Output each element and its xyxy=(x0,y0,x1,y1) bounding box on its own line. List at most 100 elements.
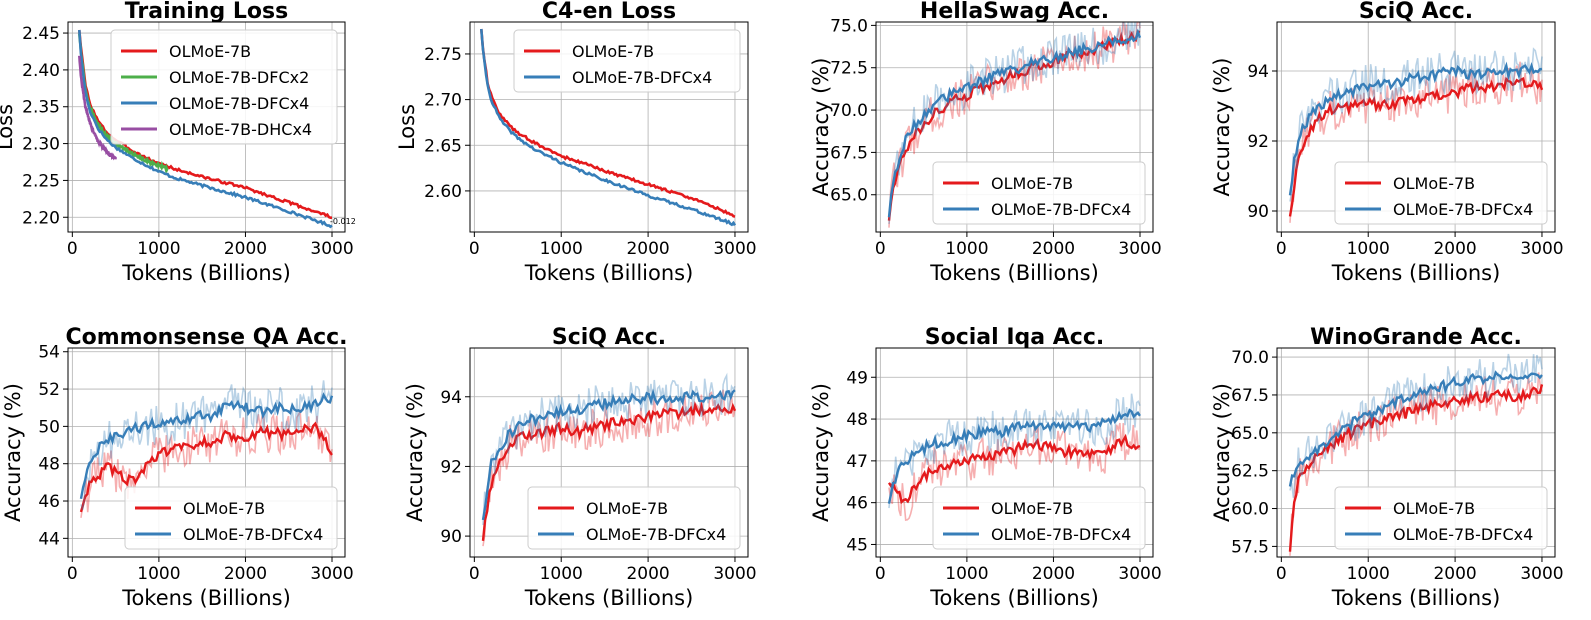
y-axis-label: Accuracy (%) xyxy=(809,58,833,197)
x-tick-label: 3000 xyxy=(310,564,353,584)
x-tick-label: 1000 xyxy=(945,564,988,584)
chart-panel-6: 0 1000 2000 3000 90 92 94 SciQ Acc. Tokens (Bill… xyxy=(403,325,757,610)
y-tick-label: 48 xyxy=(38,455,60,475)
x-tick-label: 0 xyxy=(1276,239,1287,259)
x-tick-label: 1000 xyxy=(945,239,988,259)
series-raw-olmoe-7b-dfcx4 xyxy=(1289,47,1543,202)
legend-box xyxy=(527,486,741,550)
y-tick-label: 57.5 xyxy=(1231,537,1269,557)
plot-frame xyxy=(875,21,1154,233)
x-axis-label: Tokens (Billions) xyxy=(1331,586,1501,610)
x-tick-label: 2000 xyxy=(224,239,267,259)
plot-frame xyxy=(469,347,749,558)
series-line-olmoe-7b-dfcx4 xyxy=(1288,370,1543,487)
x-tick-label: 2000 xyxy=(224,564,267,584)
y-tick-label: 2.60 xyxy=(424,182,462,202)
series-raw-olmoe-7b-dfcx4 xyxy=(80,380,333,510)
legend-label: OLMoE-7B-DFCx4 xyxy=(991,525,1131,544)
y-tick-label: 67.5 xyxy=(830,143,868,163)
legend: OLMoE-7B OLMoE-7B-DFCx4 xyxy=(513,29,741,93)
chart-panel-3: 0 1000 2000 3000 65.0 67.5 70.0 72.5 75.0 HellaSw… xyxy=(809,0,1162,285)
legend-label: OLMoE-7B-DFCx4 xyxy=(1393,525,1533,544)
x-tick-label: 3000 xyxy=(713,564,756,584)
y-tick-label: 2.70 xyxy=(424,91,462,111)
chart-title: Social Iqa Acc. xyxy=(925,325,1105,350)
series-line-olmoe-7b-dfcx4 xyxy=(480,28,737,227)
y-tick-label: 62.5 xyxy=(1231,462,1269,482)
y-tick-label: 65.0 xyxy=(830,186,868,206)
legend-label: OLMoE-7B-DHCx4 xyxy=(169,120,312,139)
series-line-olmoe-7b-dfcx4 xyxy=(887,28,1142,218)
series-raw-olmoe-7b xyxy=(482,389,736,547)
x-tick-label: 2000 xyxy=(1433,564,1476,584)
legend-label: OLMoE-7B xyxy=(586,499,668,518)
x-tick-label: 0 xyxy=(469,239,480,259)
y-tick-label: 67.5 xyxy=(1231,386,1269,406)
series-raw-olmoe-7b-dfcx4 xyxy=(482,372,736,526)
x-axis-label: Tokens (Billions) xyxy=(121,261,291,285)
y-tick-label: 90 xyxy=(1247,202,1269,222)
y-axis-label: Accuracy (%) xyxy=(1210,383,1234,522)
x-tick-label: 1000 xyxy=(540,239,583,259)
y-tick-label: 2.25 xyxy=(22,171,60,191)
series-raw-olmoe-7b xyxy=(888,22,1141,228)
chart-panel-2: 0 1000 2000 3000 2.60 2.65 2.70 2.75 C4-en Loss T… xyxy=(395,0,757,285)
plot-frame xyxy=(67,347,346,558)
legend-label: OLMoE-7B-DFCx4 xyxy=(183,525,323,544)
legend-box xyxy=(513,29,741,93)
plot-frame xyxy=(469,21,749,233)
legend-box xyxy=(1334,486,1548,550)
series-raw-olmoe-7b xyxy=(80,408,333,518)
x-axis-label: Tokens (Billions) xyxy=(524,261,694,285)
x-tick-label: 3000 xyxy=(1520,239,1563,259)
series-line-olmoe-7b xyxy=(1288,384,1544,552)
y-tick-label: 46 xyxy=(38,492,60,512)
x-tick-label: 0 xyxy=(67,239,78,259)
x-tick-label: 1000 xyxy=(540,564,583,584)
chart-title: Commonsense QA Acc. xyxy=(65,325,347,350)
x-tick-label: 3000 xyxy=(310,239,353,259)
x-tick-label: 3000 xyxy=(713,239,756,259)
y-tick-label: 65.0 xyxy=(1231,424,1269,444)
legend: OLMoE-7B OLMoE-7B-DFCx4 xyxy=(527,486,741,550)
x-tick-label: 0 xyxy=(875,239,886,259)
legend-label: OLMoE-7B-DFCx4 xyxy=(1393,200,1533,219)
y-tick-label: 94 xyxy=(440,388,462,408)
legend-box xyxy=(124,486,338,550)
y-tick-label: 2.45 xyxy=(22,24,60,44)
y-tick-label: 48 xyxy=(846,410,868,430)
y-axis-label: Accuracy (%) xyxy=(1,383,25,522)
x-tick-label: 0 xyxy=(1276,564,1287,584)
chart-panel-8: 0 1000 2000 3000 57.5 60.0 62.5 65.0 67.5 70.0 Win… xyxy=(1210,325,1564,610)
series-line-olmoe-7b xyxy=(79,421,333,513)
series-line-olmoe-7b-dfcx2 xyxy=(78,33,169,174)
y-tick-label: 70.0 xyxy=(1231,348,1269,368)
chart-panel-4: 0 1000 2000 3000 90 92 94 SciQ Acc. Tokens (Bill… xyxy=(1210,0,1564,285)
series-line-olmoe-7b xyxy=(887,433,1141,505)
x-tick-label: 3000 xyxy=(1118,564,1161,584)
series-line-olmoe-7b-dfcx4 xyxy=(481,388,736,521)
legend-label: OLMoE-7B xyxy=(183,499,265,518)
x-tick-label: 0 xyxy=(875,564,886,584)
plot-frame xyxy=(1276,21,1556,233)
x-tick-label: 2000 xyxy=(626,239,669,259)
y-tick-label: 90 xyxy=(440,527,462,547)
x-tick-label: 1000 xyxy=(1347,239,1390,259)
plot-frame xyxy=(67,21,346,233)
legend-label: OLMoE-7B xyxy=(1393,499,1475,518)
y-tick-label: 92 xyxy=(440,457,462,477)
legend: OLMoE-7B OLMoE-7B-DFCx4 xyxy=(124,486,338,550)
chart-panel-1: 0 1000 2000 3000 2.20 2.25 2.30 2.35 2.40 2.45 Tra… xyxy=(0,0,356,285)
y-tick-label: 70.0 xyxy=(830,101,868,121)
y-tick-label: 44 xyxy=(38,529,60,549)
x-axis-label: Tokens (Billions) xyxy=(524,586,694,610)
legend-box xyxy=(932,486,1146,550)
series-line-olmoe-7b xyxy=(481,401,737,542)
legend-label: OLMoE-7B xyxy=(991,174,1073,193)
legend-label: OLMoE-7B-DFCx4 xyxy=(586,525,726,544)
legend: OLMoE-7B OLMoE-7B-DFCx4 xyxy=(1334,486,1548,550)
y-tick-label: 46 xyxy=(846,494,868,514)
legend: OLMoE-7B OLMoE-7B-DFCx4 xyxy=(932,161,1146,225)
legend-label: OLMoE-7B xyxy=(169,42,251,61)
series-line-olmoe-7b xyxy=(480,28,736,218)
